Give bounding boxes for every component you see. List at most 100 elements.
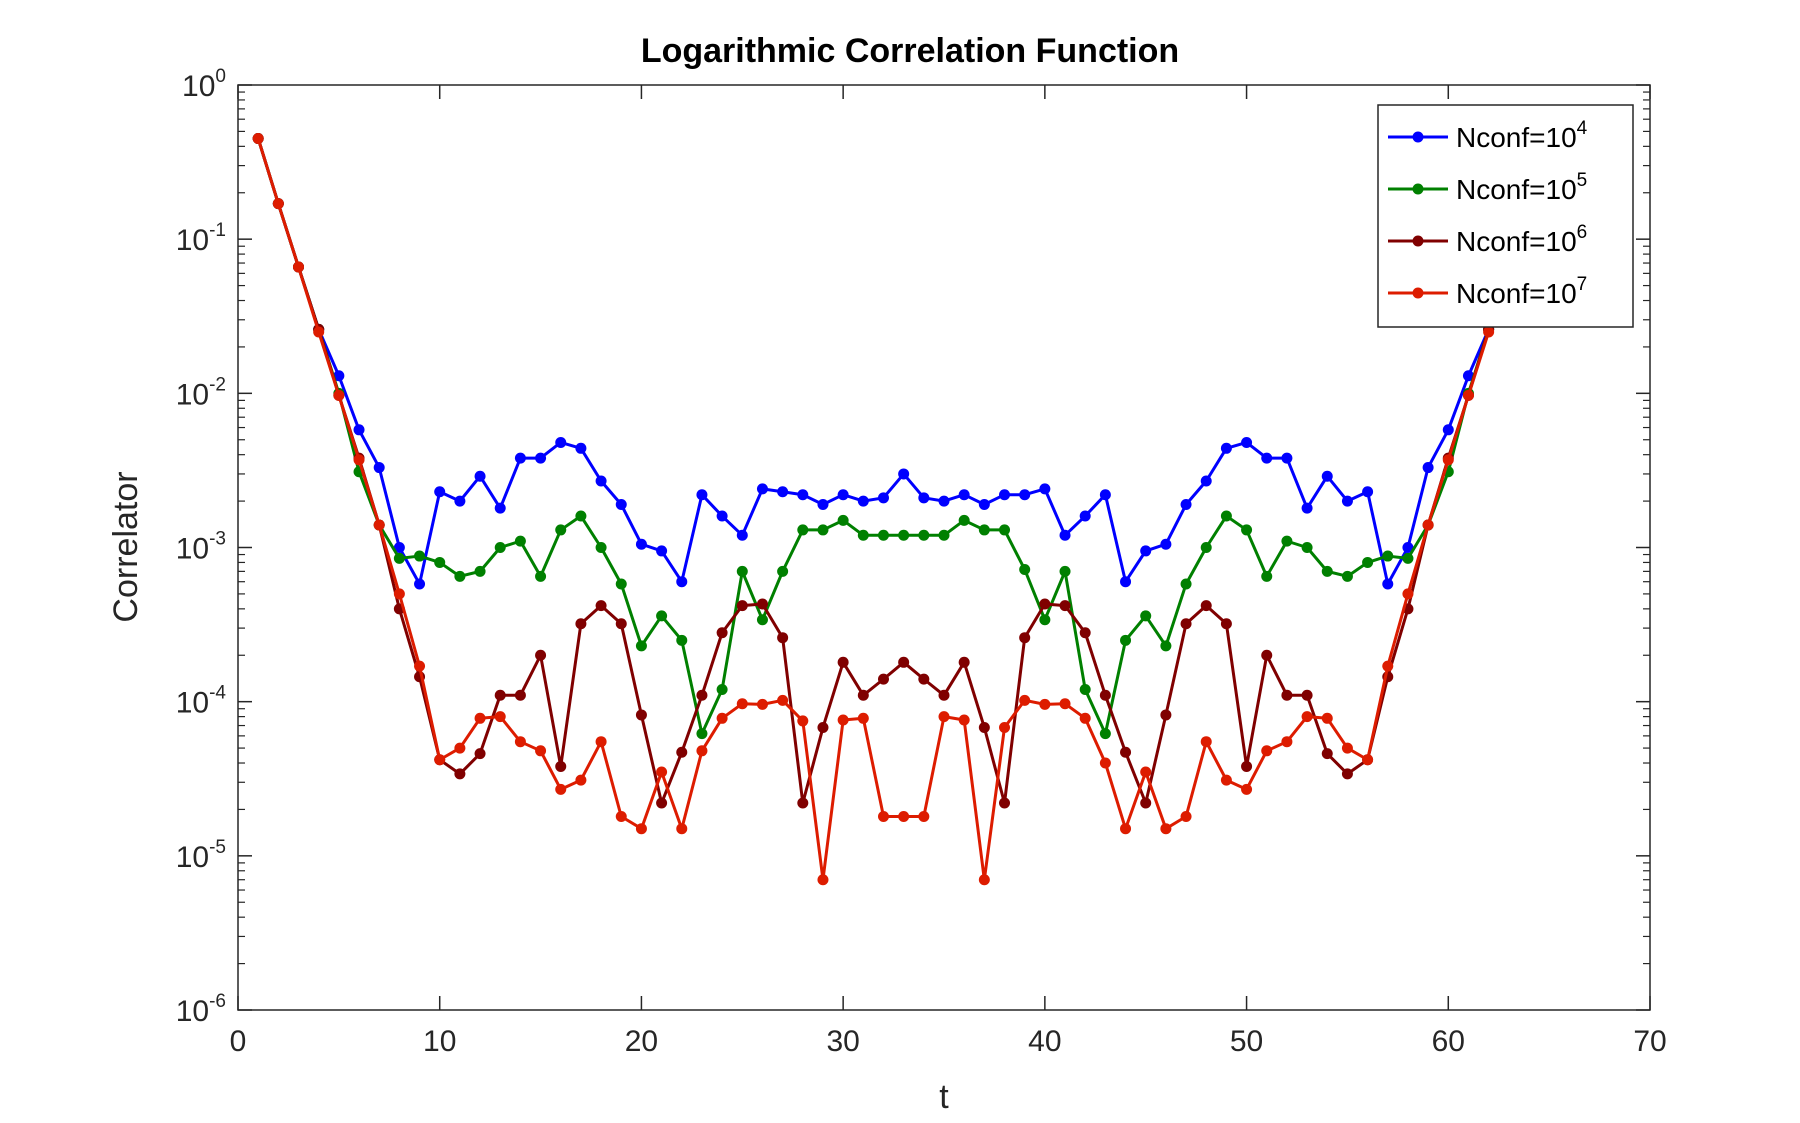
- data-point: [474, 748, 486, 760]
- data-point: [635, 823, 647, 835]
- data-point: [716, 510, 728, 522]
- data-point: [1241, 524, 1253, 536]
- data-point: [1099, 689, 1111, 701]
- data-point: [978, 874, 990, 886]
- x-axis-title: t: [939, 1078, 949, 1116]
- data-point: [1321, 748, 1333, 760]
- data-point: [716, 627, 728, 639]
- data-point: [414, 660, 426, 672]
- data-point: [1321, 712, 1333, 724]
- data-point: [535, 452, 547, 464]
- legend-marker-2: [1412, 235, 1424, 247]
- data-point: [857, 689, 869, 701]
- data-point: [1140, 610, 1152, 622]
- data-point: [1341, 495, 1353, 507]
- data-point: [857, 495, 869, 507]
- data-point: [575, 510, 587, 522]
- data-point: [1079, 712, 1091, 724]
- data-point: [454, 742, 466, 754]
- data-point: [958, 714, 970, 726]
- legend-marker-0: [1412, 131, 1424, 143]
- data-point: [1241, 783, 1253, 795]
- data-point: [999, 797, 1011, 809]
- ticks-layer: 0 10 20 30 40 50 60 70 100 10-1 10-2 10-3 10-4 10-5 10…: [176, 66, 1667, 1058]
- data-point: [1341, 768, 1353, 780]
- data-point: [414, 578, 426, 590]
- data-point: [1402, 588, 1414, 600]
- data-point: [1079, 627, 1091, 639]
- data-point: [1362, 556, 1374, 568]
- data-point: [1059, 600, 1071, 612]
- data-point: [1079, 683, 1091, 695]
- data-point: [555, 524, 567, 536]
- data-point: [756, 698, 768, 710]
- data-point: [434, 486, 446, 498]
- data-point: [1442, 454, 1454, 466]
- data-point: [857, 712, 869, 724]
- data-point: [1059, 565, 1071, 577]
- data-point: [1200, 542, 1212, 553]
- data-point: [1341, 742, 1353, 754]
- data-point: [1120, 576, 1132, 588]
- data-point: [575, 774, 587, 786]
- data-point: [656, 766, 668, 778]
- data-point: [1140, 797, 1152, 809]
- data-point: [474, 712, 486, 724]
- data-point: [1422, 462, 1434, 474]
- data-point: [1120, 634, 1132, 646]
- legend-marker-1: [1412, 183, 1424, 195]
- data-point: [1281, 736, 1293, 748]
- data-point: [535, 649, 547, 661]
- y-tick-label: 10-4: [176, 683, 227, 720]
- data-point: [1442, 424, 1454, 436]
- data-point: [373, 519, 385, 531]
- data-point: [1261, 452, 1273, 464]
- data-point: [777, 486, 789, 498]
- data-point: [1321, 470, 1333, 482]
- data-point: [1402, 542, 1414, 553]
- data-point: [958, 514, 970, 526]
- data-point: [918, 673, 930, 685]
- data-point: [615, 578, 627, 590]
- data-point: [1483, 326, 1495, 338]
- data-point: [313, 326, 325, 338]
- data-point: [555, 436, 567, 448]
- x-tick-label: 0: [230, 1025, 247, 1058]
- data-point: [1281, 689, 1293, 701]
- data-point: [918, 529, 930, 541]
- data-point: [857, 529, 869, 541]
- data-point: [656, 797, 668, 809]
- y-tick-label: 10-1: [176, 220, 226, 257]
- data-point: [716, 683, 728, 695]
- data-point: [676, 823, 688, 835]
- legend-label-1: Nconf=105: [1456, 170, 1587, 205]
- legend-marker-3: [1412, 287, 1424, 299]
- data-point: [696, 728, 708, 740]
- data-point: [514, 736, 526, 748]
- data-point: [494, 502, 506, 514]
- data-point: [494, 542, 506, 553]
- data-point: [938, 495, 950, 507]
- data-point: [333, 389, 345, 401]
- data-point: [1180, 578, 1192, 590]
- data-point: [716, 712, 728, 724]
- data-point: [575, 442, 587, 454]
- data-point: [777, 632, 789, 644]
- data-point: [1039, 483, 1051, 495]
- data-point: [1220, 510, 1232, 522]
- data-point: [877, 810, 889, 822]
- data-point: [978, 524, 990, 536]
- data-point: [736, 529, 748, 541]
- data-point: [837, 714, 849, 726]
- data-point: [293, 261, 305, 273]
- data-point: [454, 570, 466, 582]
- data-point: [1019, 694, 1031, 706]
- data-point: [736, 565, 748, 577]
- data-point: [1099, 757, 1111, 769]
- data-point: [635, 538, 647, 550]
- data-point: [837, 656, 849, 668]
- data-point: [898, 810, 910, 822]
- data-point: [656, 545, 668, 557]
- data-point: [535, 570, 547, 582]
- data-point: [938, 529, 950, 541]
